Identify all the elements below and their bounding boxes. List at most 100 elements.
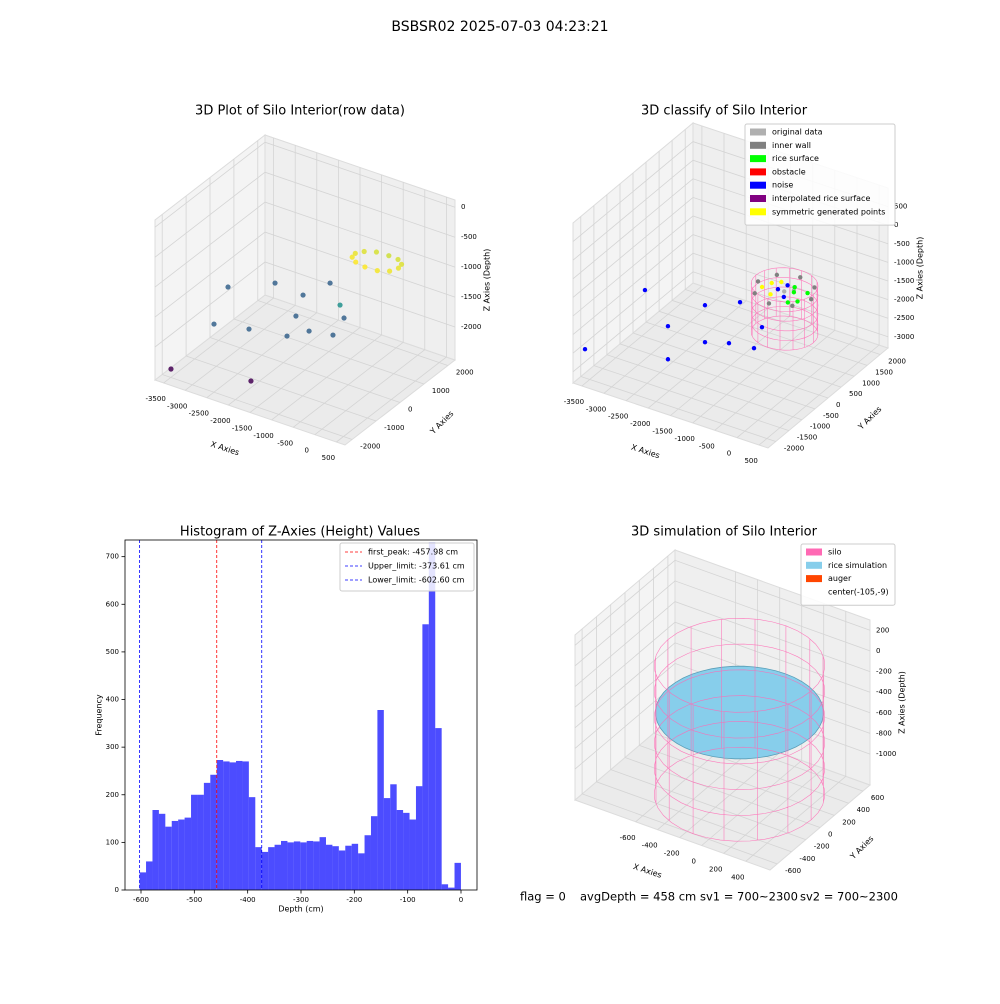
legend-box [800, 543, 896, 606]
point [812, 285, 817, 290]
grid-line [336, 197, 447, 443]
point [791, 290, 797, 295]
grid-line [574, 601, 871, 687]
x-tick-label: -2000 [210, 417, 230, 425]
bar [139, 872, 147, 890]
point [766, 301, 772, 306]
x-axis-label: Depth (cm) [278, 905, 323, 914]
y-tick-label: 700 [106, 553, 119, 561]
point [808, 297, 814, 302]
y-axis-label: Frequency [95, 694, 104, 736]
x-tick-label: -2500 [189, 410, 209, 418]
point [341, 315, 347, 321]
legend-swatch [806, 575, 822, 583]
point [272, 280, 278, 286]
legend-label: Upper_limit: -373.61 cm [368, 562, 465, 571]
y-tick-label: 200 [842, 818, 855, 826]
bar [255, 847, 262, 890]
grid-line [610, 604, 806, 840]
bar [216, 760, 224, 890]
x-tick-label: -100 [400, 896, 416, 904]
bar [158, 813, 166, 890]
bar [287, 842, 294, 890]
grid-line [184, 145, 296, 391]
point [374, 268, 380, 274]
y-tick-label: -1000 [384, 424, 404, 432]
point [284, 333, 290, 339]
y-tick-label: 400 [106, 696, 119, 704]
bar [428, 542, 436, 890]
grid-line [154, 231, 456, 318]
point [386, 253, 392, 259]
x-tick-label: 200 [709, 865, 722, 873]
grid-line [745, 611, 847, 862]
z-tick-label: -1000 [876, 750, 896, 758]
grid-line [736, 177, 858, 439]
x-tick-label: 400 [731, 873, 744, 881]
point [795, 299, 800, 304]
grid-line [257, 140, 448, 366]
legend-label: obstacle [772, 167, 806, 176]
legend-swatch [750, 168, 766, 176]
grid-line [581, 628, 778, 865]
x-tick-label: 0 [459, 896, 463, 904]
x-tick-label: -600 [620, 834, 636, 842]
point [248, 378, 254, 384]
bar [223, 761, 230, 890]
bar [229, 762, 237, 890]
grid-line [249, 167, 361, 413]
bar [441, 884, 449, 890]
y-tick-label: 0 [408, 406, 412, 414]
y-tick-label: 2000 [888, 358, 906, 366]
x-tick-label: -1000 [253, 432, 273, 440]
y-tick-label: 2000 [456, 369, 474, 377]
figure-title: BSBSR02 2025-07-03 04:23:21 [391, 19, 608, 35]
y-tick-label: -200 [814, 843, 830, 851]
grid-line [581, 126, 703, 387]
bar [403, 812, 410, 890]
grid-line [572, 196, 889, 298]
point [395, 265, 402, 271]
point [665, 324, 671, 329]
grid-line [593, 205, 790, 431]
y-tick-label: 300 [106, 743, 119, 751]
grid-line [684, 129, 881, 355]
point [349, 254, 355, 260]
z-tick-label: 0 [876, 647, 880, 655]
x-tick-label: -200 [664, 850, 680, 858]
bar [171, 820, 179, 890]
legend-label: center(-105,-9) [828, 587, 889, 596]
point [752, 291, 757, 296]
y-tick-label: -600 [785, 867, 801, 875]
z-tick-label: -500 [894, 240, 910, 248]
legend-box [744, 123, 896, 226]
x-tick-label: -3000 [586, 405, 606, 413]
bar [345, 845, 352, 890]
point [300, 292, 306, 298]
y-tick-label: -400 [799, 855, 815, 863]
legend-label: noise [772, 181, 793, 190]
legend-label: auger [828, 574, 852, 583]
footer-text: flag = 0 [520, 890, 566, 904]
grid-line [572, 234, 889, 335]
z-tick-label: 0 [894, 221, 898, 229]
z-tick-label: -800 [876, 729, 892, 737]
x-tick-label: -500 [699, 442, 715, 450]
point [352, 250, 358, 256]
grid-line [658, 151, 855, 377]
y-tick-label: 600 [106, 600, 119, 608]
legend-label: rice simulation [828, 561, 887, 570]
point [642, 287, 648, 293]
y-tick-label: -1500 [797, 434, 817, 442]
panel-title: 3D simulation of Silo Interior [631, 525, 818, 540]
z-tick-label: 0 [461, 203, 465, 211]
point [781, 294, 787, 300]
bar [422, 624, 429, 890]
grid-line [185, 196, 377, 422]
legend-box [339, 542, 475, 592]
y-tick-label: 400 [857, 806, 870, 814]
point [168, 366, 174, 372]
y-tick-label: 1000 [432, 387, 450, 395]
bar [281, 840, 288, 890]
